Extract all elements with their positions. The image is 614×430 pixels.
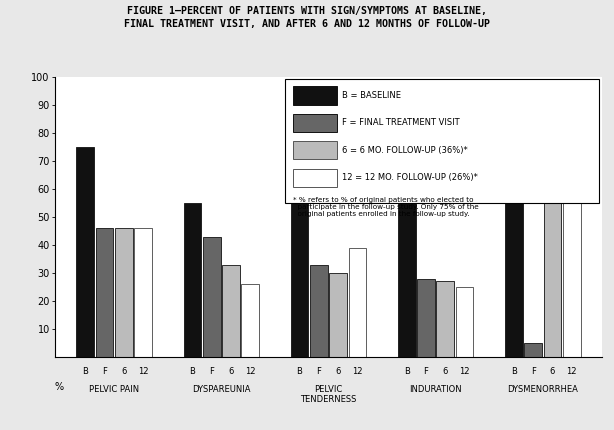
Text: 12: 12	[245, 367, 255, 376]
Bar	[329, 273, 347, 357]
Bar	[437, 282, 454, 357]
Text: F: F	[316, 367, 321, 376]
Text: F: F	[424, 367, 429, 376]
Text: 6: 6	[550, 367, 555, 376]
Text: %: %	[54, 382, 63, 392]
Bar	[505, 114, 523, 357]
Text: PELVIC
TENDERNESS: PELVIC TENDERNESS	[300, 385, 357, 404]
Bar	[290, 144, 308, 357]
Text: FIGURE 1–PERCENT OF PATIENTS WITH SIGN/SYMPTOMS AT BASELINE,: FIGURE 1–PERCENT OF PATIENTS WITH SIGN/S…	[127, 6, 487, 16]
Text: 12: 12	[567, 367, 577, 376]
Text: F: F	[102, 367, 107, 376]
Text: F: F	[530, 367, 535, 376]
Bar	[96, 228, 114, 357]
Bar	[293, 114, 336, 132]
Bar	[76, 147, 94, 357]
Bar	[293, 86, 336, 104]
Text: 12: 12	[459, 367, 470, 376]
Bar	[398, 200, 416, 357]
Text: B: B	[404, 367, 410, 376]
Text: DYSMENORRHEA: DYSMENORRHEA	[507, 385, 578, 394]
Bar	[543, 144, 561, 357]
Text: B: B	[82, 367, 88, 376]
Text: FINAL TREATMENT VISIT, AND AFTER 6 AND 12 MONTHS OF FOLLOW-UP: FINAL TREATMENT VISIT, AND AFTER 6 AND 1…	[124, 19, 490, 29]
Bar	[456, 287, 473, 357]
Text: 12 = 12 MO. FOLLOW-UP (26%)*: 12 = 12 MO. FOLLOW-UP (26%)*	[342, 173, 478, 182]
Text: 6: 6	[335, 367, 341, 376]
Text: B: B	[297, 367, 303, 376]
Bar	[563, 153, 581, 357]
Bar	[203, 237, 220, 357]
Text: 6: 6	[228, 367, 234, 376]
Text: F: F	[209, 367, 214, 376]
Bar	[417, 279, 435, 357]
Text: B: B	[190, 367, 195, 376]
Bar	[285, 79, 599, 203]
Text: 12: 12	[352, 367, 363, 376]
Bar	[241, 284, 259, 357]
Text: * % refers to % of original patients who elected to
  participate in the follow-: * % refers to % of original patients who…	[293, 197, 479, 217]
Text: 6: 6	[121, 367, 126, 376]
Text: F = FINAL TREATMENT VISIT: F = FINAL TREATMENT VISIT	[342, 118, 460, 127]
Bar	[293, 141, 336, 160]
Text: B: B	[511, 367, 517, 376]
Text: 12: 12	[138, 367, 149, 376]
Bar	[134, 228, 152, 357]
Bar	[115, 228, 133, 357]
Text: DYSPAREUNIA: DYSPAREUNIA	[192, 385, 251, 394]
Bar	[349, 248, 367, 357]
Bar	[222, 264, 240, 357]
Text: 6: 6	[443, 367, 448, 376]
Bar	[293, 169, 336, 187]
Bar	[310, 264, 328, 357]
Text: PELVIC PAIN: PELVIC PAIN	[89, 385, 139, 394]
Text: INDURATION: INDURATION	[410, 385, 462, 394]
Text: 6 = 6 MO. FOLLOW-UP (36%)*: 6 = 6 MO. FOLLOW-UP (36%)*	[342, 146, 468, 155]
Text: B = BASELINE: B = BASELINE	[342, 91, 401, 100]
Bar	[184, 203, 201, 357]
Bar	[524, 343, 542, 357]
